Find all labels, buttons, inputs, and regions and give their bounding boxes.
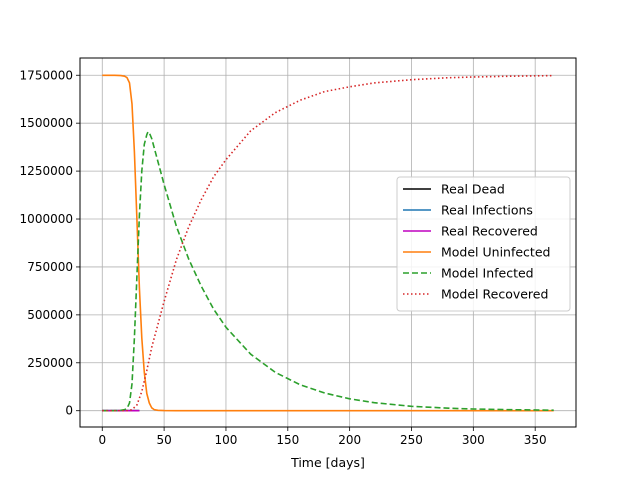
x-tick-label: 300 — [462, 433, 485, 447]
legend-label: Real Recovered — [441, 224, 538, 239]
x-axis-label: Time [days] — [290, 455, 365, 470]
legend-label: Model Recovered — [441, 287, 548, 302]
y-tick-label: 1250000 — [20, 164, 73, 178]
series-group — [102, 74, 554, 412]
x-tick-label: 350 — [524, 433, 547, 447]
plot-frame — [79, 57, 577, 428]
legend-label: Model Infected — [441, 266, 534, 281]
x-tick-label: 150 — [276, 433, 299, 447]
y-tick-label: 0 — [65, 404, 73, 418]
y-tick-label: 1750000 — [20, 68, 73, 82]
y-tick-label: 250000 — [27, 356, 73, 370]
series-line-model-infected — [102, 131, 554, 412]
y-tick-label: 750000 — [27, 260, 73, 274]
x-tick-label: 0 — [98, 433, 106, 447]
x-tick-label: 200 — [338, 433, 361, 447]
x-tick-label: 50 — [156, 433, 171, 447]
legend-label: Real Dead — [441, 182, 505, 197]
y-tick-label: 1500000 — [20, 116, 73, 130]
x-tick-label: 250 — [400, 433, 423, 447]
x-tick-label: 100 — [215, 433, 238, 447]
legend-label: Real Infections — [441, 203, 533, 218]
y-tick-label: 500000 — [27, 308, 73, 322]
legend: Real Dead Real Infections Real Recovered Mo… — [396, 176, 571, 312]
ticks: 0 50 100 150 200 250 300 350 0 250000 500000 750000… — [20, 68, 547, 447]
legend-label: Model Uninfected — [441, 245, 550, 260]
y-tick-label: 1000000 — [20, 212, 73, 226]
series-line-model-uninfected — [102, 74, 554, 412]
legend-box — [396, 176, 571, 312]
